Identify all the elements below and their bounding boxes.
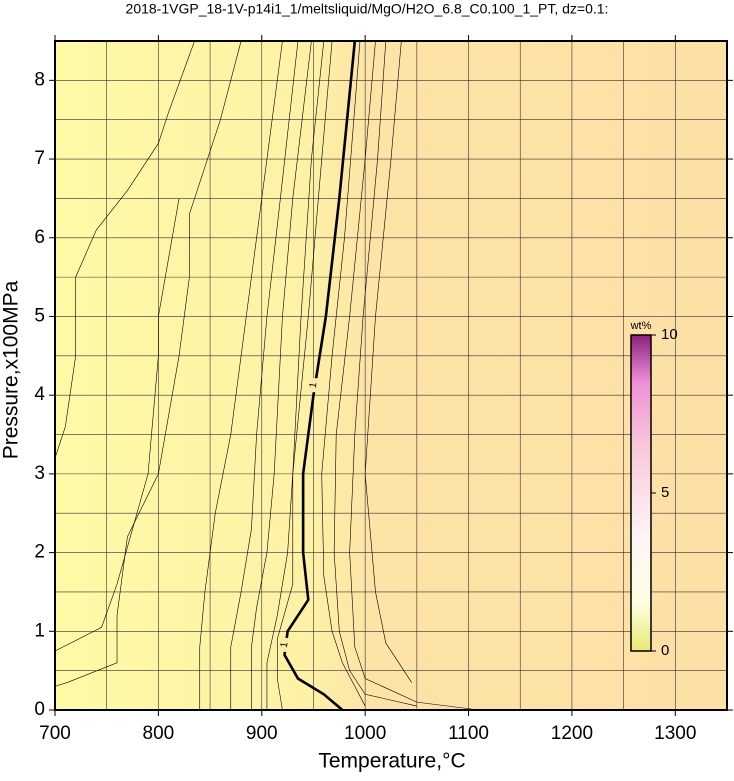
contour-line — [251, 40, 312, 710]
contour-line — [321, 40, 366, 707]
x-tick-label: 1000 — [344, 723, 386, 744]
x-tick-label: 900 — [246, 723, 278, 744]
colorbar — [630, 334, 652, 652]
colorbar-label: wt% — [630, 320, 652, 332]
x-tick-label: 1200 — [551, 723, 593, 744]
x-tick-label: 700 — [39, 723, 71, 744]
y-tick-label: 6 — [34, 227, 45, 248]
y-tick-label: 2 — [34, 542, 45, 563]
x-axis-label: Temperature,°C — [318, 750, 465, 773]
plot-frame — [54, 40, 728, 711]
contour-label: 1 — [308, 381, 320, 389]
y-tick-label: 7 — [34, 148, 45, 169]
y-axis-label: Pressure,x100MPa — [0, 280, 23, 459]
contour-line — [364, 40, 412, 683]
colorbar-tick-label: 10 — [661, 326, 678, 343]
contour-line — [199, 40, 283, 710]
y-tick-label: 4 — [34, 384, 45, 405]
contour-line — [54, 40, 195, 459]
contour-line — [333, 40, 417, 707]
contour-line — [230, 40, 299, 710]
y-tick-label: 3 — [34, 463, 45, 484]
contour-line — [349, 40, 479, 711]
contour-line — [283, 40, 357, 711]
plot-background — [55, 41, 727, 710]
colorbar-tick-label: 5 — [661, 484, 669, 501]
contour-line — [266, 40, 325, 710]
contour-label-bg — [280, 637, 289, 652]
y-tick-label: 5 — [34, 305, 45, 326]
contour-line — [276, 40, 333, 711]
colorbar-tick-label: 0 — [661, 642, 669, 659]
x-tick-label: 1100 — [448, 723, 489, 744]
contour-line — [54, 198, 180, 652]
y-tick-label: 1 — [34, 620, 45, 641]
contour-line — [54, 40, 242, 687]
contour-label: 1 — [279, 641, 291, 649]
x-tick-label: 1300 — [654, 723, 696, 744]
y-tick-label: 0 — [34, 699, 45, 720]
contour-label-bg — [309, 378, 318, 393]
y-tick-label: 8 — [34, 69, 45, 90]
x-tick-label: 800 — [143, 723, 175, 744]
chart-title: 2018-1VGP_18-1V-p14i1_1/meltsliquid/MgO/… — [126, 1, 609, 17]
